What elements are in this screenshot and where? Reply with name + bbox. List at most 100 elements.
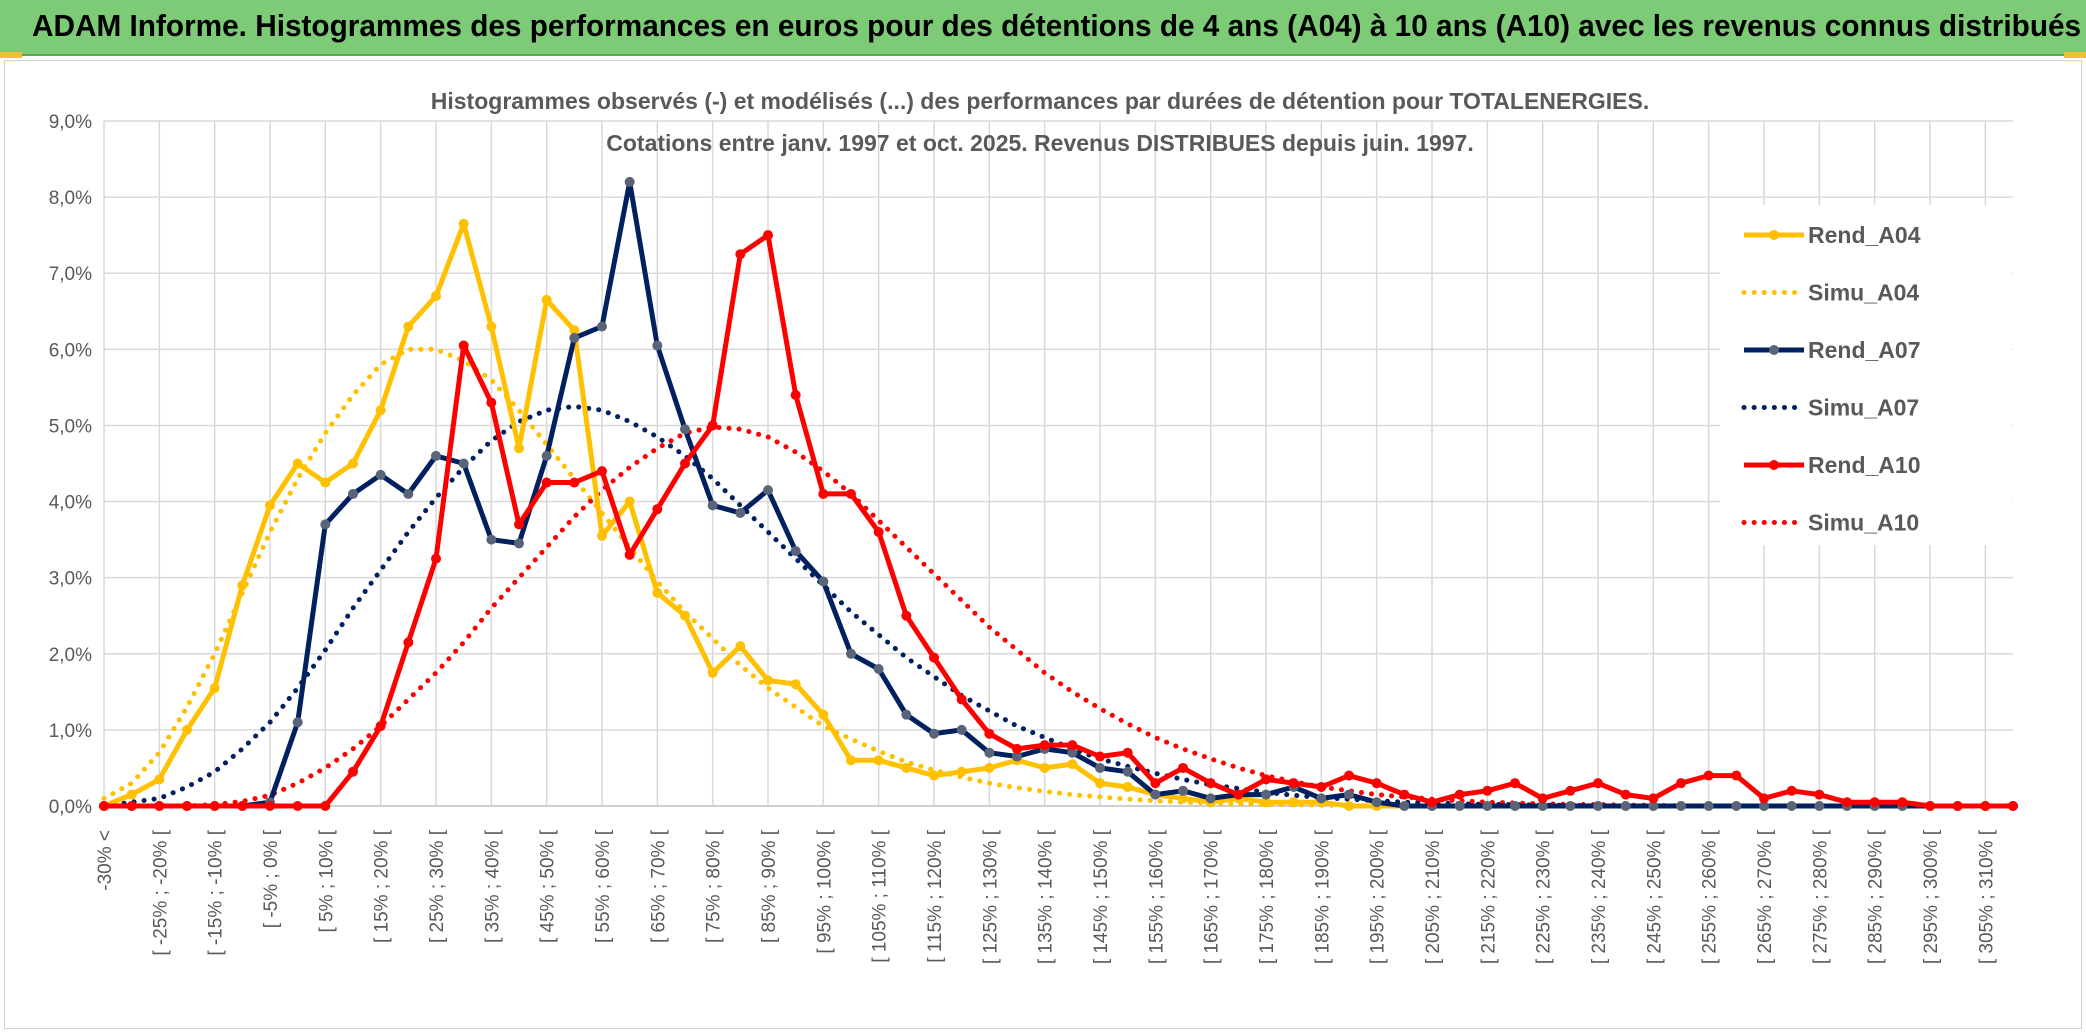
data-point (265, 500, 275, 511)
x-tick-label: [ 175% ; 180% [ (1257, 829, 1278, 964)
x-tick-label: [ 285% ; 290% [ (1866, 829, 1887, 964)
data-point (846, 488, 856, 499)
x-tick-label: [ 5% ; 10% [ (316, 829, 337, 932)
data-point (1095, 751, 1105, 762)
data-point (790, 390, 801, 400)
data-point (929, 728, 939, 739)
data-point (1676, 801, 1686, 811)
y-tick-label: 2,0% (49, 645, 92, 666)
data-point (818, 576, 829, 587)
x-tick-label: [ 275% ; 280% [ (1810, 829, 1831, 964)
axes: 0,0% 1,0% 2,0% 3,0% 4,0% 5,0% 6,0% 7,0% 8,0% 9,0%… (49, 112, 1998, 964)
data-point (735, 249, 746, 260)
data-point (292, 801, 303, 811)
data-point (707, 500, 718, 511)
data-point (2008, 801, 2018, 811)
x-tick-label: [ 245% ; 250% [ (1644, 829, 1665, 964)
data-point (1565, 801, 1576, 811)
data-point (514, 519, 524, 530)
data-point (431, 291, 441, 302)
data-point (209, 801, 220, 811)
data-point (1122, 781, 1133, 792)
data-point (984, 762, 995, 773)
legend-marker (1769, 345, 1779, 355)
data-point (624, 176, 635, 187)
data-point (486, 321, 497, 332)
data-point (735, 507, 746, 518)
data-point (1261, 774, 1271, 785)
data-point (292, 458, 303, 469)
data-point (680, 458, 690, 469)
data-point (597, 321, 607, 332)
data-point (1731, 801, 1742, 811)
data-point (1427, 797, 1437, 808)
data-point (1067, 759, 1078, 770)
data-point (1039, 762, 1050, 773)
x-tick-label: [ 185% ; 190% [ (1312, 829, 1333, 964)
data-point (1205, 778, 1216, 789)
data-point (1482, 801, 1493, 811)
x-tick-label: [ 145% ; 150% [ (1091, 829, 1112, 964)
data-point (320, 519, 331, 530)
data-point (956, 766, 967, 777)
data-point (1593, 778, 1603, 789)
x-tick-label: [ 265% ; 270% [ (1755, 829, 1776, 964)
data-point (348, 766, 358, 777)
data-point (1786, 801, 1797, 811)
legend-marker (1769, 230, 1779, 240)
legend-item-Rend_A07: Rend_A07 (1744, 337, 1920, 363)
data-point (901, 762, 912, 773)
x-tick-label: [ 155% ; 160% [ (1146, 829, 1167, 964)
data-point (1593, 801, 1603, 811)
data-point (209, 683, 220, 694)
data-point (707, 420, 718, 431)
data-point (1178, 762, 1188, 773)
data-point (1703, 801, 1714, 811)
data-point (431, 450, 441, 461)
data-point (680, 610, 690, 621)
x-tick-label: [ 195% ; 200% [ (1368, 829, 1389, 964)
data-point (1537, 801, 1548, 811)
data-point (901, 709, 912, 720)
x-tick-label: [ 125% ; 130% [ (980, 829, 1001, 964)
data-point (1731, 770, 1742, 781)
data-point (1454, 789, 1465, 800)
data-point (929, 652, 939, 663)
data-point (846, 648, 856, 659)
data-point (1012, 743, 1022, 754)
data-point (1150, 789, 1161, 800)
data-point (375, 405, 386, 416)
data-point (956, 694, 967, 705)
data-point (126, 801, 137, 811)
data-point (929, 770, 939, 781)
data-point (182, 801, 192, 811)
legend-item-Simu_A10: Simu_A10 (1741, 510, 1919, 536)
data-point (1897, 797, 1908, 808)
x-tick-label: [ 75% ; 80% [ (704, 829, 725, 943)
x-tick-label: [ -5% ; 0% [ (261, 829, 282, 928)
header-banner: ADAM Informe. Histogrammes des performan… (0, 0, 2086, 56)
x-tick-label: [ 165% ; 170% [ (1202, 829, 1223, 964)
series-line-Rend_A07 (104, 179, 2013, 809)
series-Rend_A10 (99, 230, 2018, 811)
data-point (1786, 785, 1797, 796)
data-point (1842, 797, 1852, 808)
y-tick-label: 1,0% (49, 721, 92, 742)
y-tick-label: 8,0% (49, 188, 92, 209)
legend-label: Simu_A07 (1808, 395, 1919, 421)
data-point (1759, 801, 1769, 811)
corner-accent-left (0, 52, 22, 58)
legend-item-Rend_A04: Rend_A04 (1744, 222, 1921, 248)
data-point (1620, 789, 1631, 800)
x-tick-label: [ 235% ; 240% [ (1589, 829, 1610, 964)
legend-label: Simu_A04 (1808, 280, 1919, 306)
data-point (1399, 801, 1410, 811)
data-point (1371, 778, 1382, 789)
data-point (99, 801, 109, 811)
data-point (1344, 789, 1354, 800)
data-point (1178, 785, 1188, 796)
series-line-Rend_A10 (104, 232, 2013, 809)
data-point (1178, 793, 1188, 804)
data-point (1537, 793, 1548, 804)
data-point (403, 637, 414, 648)
